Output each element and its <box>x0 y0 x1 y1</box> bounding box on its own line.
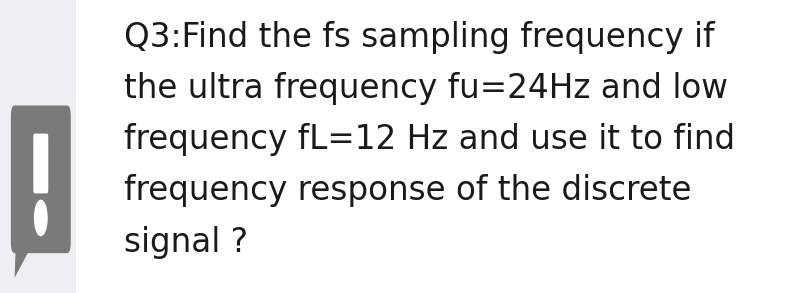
Circle shape <box>34 200 47 236</box>
FancyBboxPatch shape <box>11 105 70 253</box>
Text: Q3:Find the fs sampling frequency if: Q3:Find the fs sampling frequency if <box>124 21 714 54</box>
Text: the ultra frequency fu=24Hz and low: the ultra frequency fu=24Hz and low <box>124 72 728 105</box>
Text: frequency fL=12 Hz and use it to find: frequency fL=12 Hz and use it to find <box>124 123 735 156</box>
Text: frequency response of the discrete: frequency response of the discrete <box>124 174 691 207</box>
Polygon shape <box>14 243 34 278</box>
FancyBboxPatch shape <box>34 134 48 193</box>
Text: signal ?: signal ? <box>124 226 248 259</box>
